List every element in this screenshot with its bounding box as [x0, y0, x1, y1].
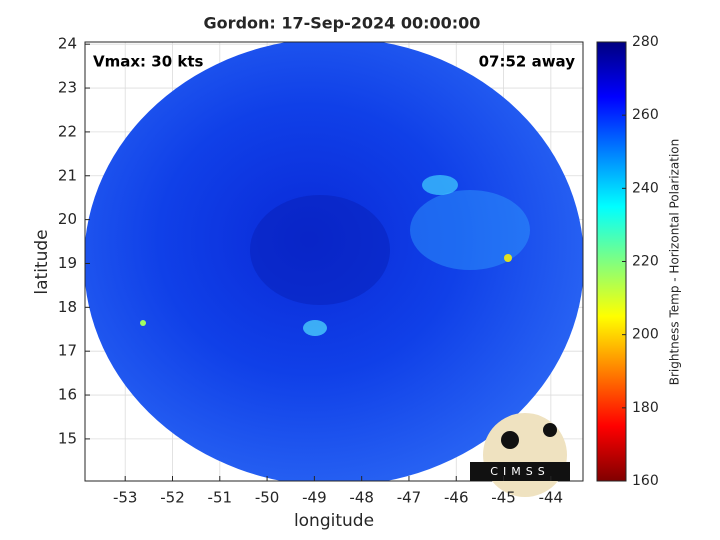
- logo-bar: [470, 462, 570, 481]
- colorbar-tick-label: 180: [632, 400, 659, 416]
- y-tick-label: 16: [58, 386, 77, 404]
- x-tick-label: -51: [208, 489, 233, 507]
- y-tick-label: 17: [58, 342, 77, 360]
- colorbar-tick-label: 160: [632, 473, 659, 489]
- image-feature: [250, 195, 390, 305]
- colorbar: [596, 41, 627, 482]
- image-feature: [410, 190, 530, 270]
- y-tick-label: 23: [58, 79, 77, 97]
- x-tick-label: -46: [444, 489, 469, 507]
- y-tick-label: 21: [58, 166, 77, 184]
- image-feature: [422, 175, 458, 195]
- y-tick-label: 19: [58, 254, 77, 272]
- logo-dish: [501, 431, 519, 449]
- y-tick-label: 18: [58, 298, 77, 316]
- x-tick-label: -44: [539, 489, 564, 507]
- chart-title: Gordon: 17-Sep-2024 00:00:00: [204, 14, 481, 33]
- colorbar-tick-label: 240: [632, 180, 659, 196]
- y-tick-label: 22: [58, 122, 77, 140]
- x-tick-label: -53: [113, 489, 138, 507]
- x-tick-label: -45: [491, 489, 516, 507]
- plot-frame: [84, 41, 584, 482]
- image-feature: [504, 254, 512, 262]
- colorbar-label: Brightness Temp - Horizontal Polarizatio…: [668, 139, 682, 386]
- satellite-image: [85, 42, 583, 481]
- x-tick-label: -52: [160, 489, 185, 507]
- colorbar-tick-label: 200: [632, 327, 659, 343]
- colorbar-tick-label: 260: [632, 107, 659, 123]
- y-tick-label: 20: [58, 210, 77, 228]
- image-feature: [140, 320, 146, 326]
- x-tick-label: -50: [255, 489, 280, 507]
- y-tick-label: 24: [58, 35, 77, 53]
- x-axis-label: longitude: [294, 511, 374, 531]
- annotation: 07:52 away: [479, 53, 576, 71]
- image-feature: [303, 320, 327, 336]
- colorbar-tick-label: 280: [632, 34, 659, 50]
- x-tick-label: -49: [302, 489, 327, 507]
- logo-text: CIMSS: [490, 465, 549, 478]
- x-tick-label: -48: [349, 489, 374, 507]
- colorbar-tick-label: 220: [632, 254, 659, 270]
- logo-tower: [543, 423, 557, 437]
- y-tick-label: 15: [58, 429, 77, 447]
- annotation: Vmax: 30 kts: [93, 53, 203, 71]
- y-axis-label: latitude: [32, 229, 52, 294]
- x-tick-label: -47: [397, 489, 422, 507]
